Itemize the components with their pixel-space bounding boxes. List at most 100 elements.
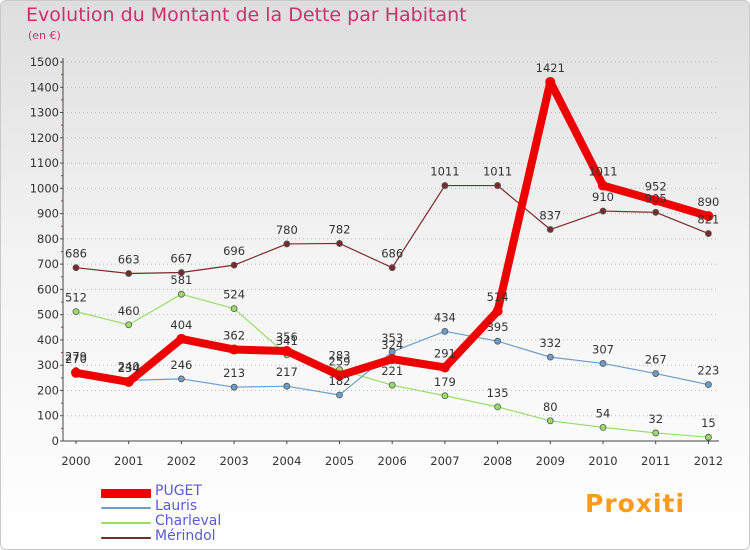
legend-item: Charleval	[101, 513, 341, 530]
chart-title: Evolution du Montant de la Dette par Hab…	[26, 4, 467, 26]
data-label: 782	[329, 222, 351, 236]
x-tick-label: 2012	[694, 454, 723, 468]
series-puget	[71, 76, 714, 387]
y-tick-label: 1100	[30, 156, 59, 170]
y-tick-label: 700	[37, 257, 59, 271]
data-label: 356	[276, 330, 298, 344]
legend-swatch	[101, 489, 151, 498]
data-point	[494, 403, 502, 411]
data-point	[177, 269, 185, 276]
data-label: 223	[697, 364, 719, 378]
data-label: 32	[648, 412, 663, 426]
data-label: 952	[645, 179, 667, 193]
y-tick-label: 800	[37, 232, 59, 246]
data-point	[703, 211, 714, 222]
data-label: 434	[434, 310, 456, 324]
y-tick-label: 100	[37, 409, 59, 423]
series-charleval	[72, 290, 712, 441]
data-point	[545, 76, 556, 87]
data-point	[230, 383, 238, 391]
y-tick-label: 600	[37, 282, 59, 296]
data-label: 524	[223, 288, 245, 302]
data-label: 780	[276, 223, 298, 237]
data-label: 910	[592, 190, 614, 204]
data-point	[334, 370, 345, 381]
data-label: 221	[381, 364, 403, 378]
data-label: 213	[223, 366, 245, 380]
data-label: 179	[434, 375, 456, 389]
data-point	[705, 433, 712, 441]
data-point	[387, 354, 398, 365]
data-point	[439, 362, 450, 373]
data-point	[125, 270, 133, 277]
data-label: 512	[65, 291, 87, 305]
data-label: 1421	[536, 61, 565, 75]
data-label: 404	[170, 318, 192, 332]
data-label: 279	[65, 350, 87, 364]
legend-swatch	[101, 537, 151, 539]
legend-label: PUGET	[155, 483, 202, 499]
data-label: 259	[329, 355, 351, 369]
data-label: 283	[329, 348, 351, 362]
x-tick-label: 2011	[641, 454, 670, 468]
y-tick-label: 0	[52, 434, 59, 448]
data-point	[71, 367, 81, 378]
data-label: 581	[170, 273, 192, 287]
data-point	[598, 180, 608, 191]
y-tick-label: 500	[37, 308, 59, 322]
data-label: 821	[697, 213, 719, 227]
data-point	[283, 382, 291, 390]
data-point	[599, 207, 607, 215]
data-point	[492, 306, 503, 317]
data-point	[705, 230, 712, 237]
x-tick-label: 2008	[483, 454, 512, 468]
data-point	[546, 353, 554, 361]
data-label: 353	[381, 331, 403, 345]
data-label: 667	[170, 251, 192, 265]
y-tick-label: 200	[37, 383, 59, 397]
x-tick-label: 2000	[61, 454, 90, 468]
x-tick-label: 2009	[536, 454, 565, 468]
data-point	[176, 333, 187, 344]
y-tick-label: 300	[37, 358, 59, 372]
data-label: 234	[118, 361, 140, 375]
x-tick-label: 2004	[272, 454, 301, 468]
x-tick-label: 2003	[219, 454, 248, 468]
data-point	[441, 182, 449, 189]
y-tick-label: 400	[37, 333, 59, 347]
chart-subtitle: (en €)	[28, 29, 61, 42]
data-point	[72, 264, 80, 272]
data-point	[388, 381, 396, 389]
data-label: 80	[543, 400, 558, 414]
x-tick-label: 2007	[430, 454, 459, 468]
data-label: 1011	[483, 165, 512, 179]
data-label: 291	[434, 346, 456, 360]
data-label: 663	[118, 252, 140, 266]
data-label: 54	[596, 406, 611, 420]
data-point	[546, 226, 554, 233]
x-tick-label: 2005	[325, 454, 354, 468]
data-label: 686	[381, 247, 403, 261]
data-point	[599, 423, 607, 431]
data-point	[125, 321, 133, 329]
data-label: 240	[118, 359, 140, 373]
data-point	[650, 195, 661, 206]
data-label: 324	[381, 338, 403, 352]
legend-swatch	[101, 507, 151, 509]
legend-label: Charleval	[155, 513, 222, 529]
legend-item: Lauris	[101, 498, 341, 515]
data-label: 514	[487, 290, 509, 304]
data-label: 135	[487, 386, 509, 400]
data-label: 270	[65, 352, 87, 366]
data-label: 890	[697, 195, 719, 209]
data-point	[336, 240, 343, 247]
data-label: 686	[65, 247, 87, 261]
data-point	[494, 337, 502, 345]
data-point	[441, 327, 449, 335]
legend-label: Lauris	[155, 498, 198, 514]
data-label: 341	[276, 334, 298, 348]
data-point	[388, 264, 396, 272]
y-tick-label: 900	[37, 207, 59, 221]
data-label: 307	[592, 342, 614, 356]
data-label: 837	[539, 209, 561, 223]
